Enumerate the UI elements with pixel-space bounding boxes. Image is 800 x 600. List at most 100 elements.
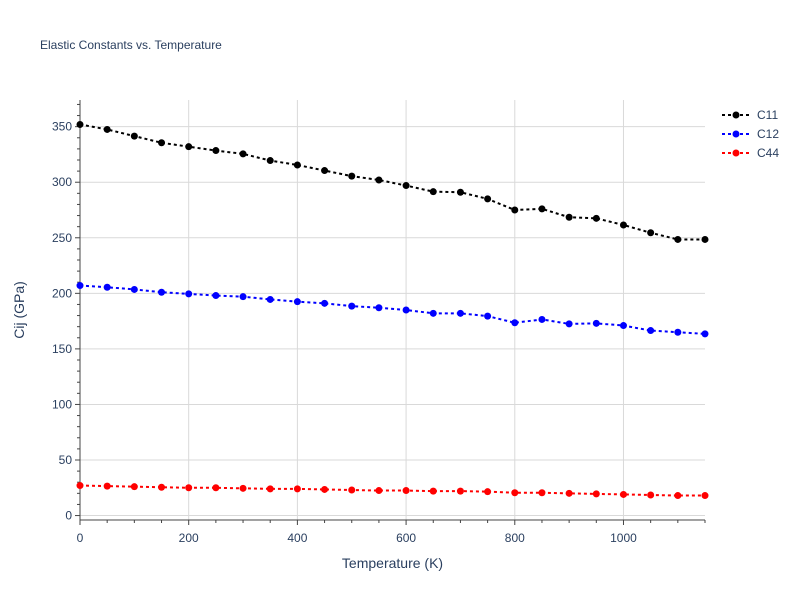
data-point xyxy=(130,483,138,491)
y-tick-label: 200 xyxy=(52,286,72,300)
data-point xyxy=(130,285,138,293)
data-point xyxy=(619,221,627,229)
data-point xyxy=(701,330,709,338)
data-point xyxy=(293,161,301,169)
chart-title: Elastic Constants vs. Temperature xyxy=(40,38,222,52)
data-point xyxy=(158,483,166,491)
data-point xyxy=(76,282,84,290)
data-point xyxy=(348,486,356,494)
data-point xyxy=(647,491,655,499)
data-point xyxy=(212,484,220,492)
data-point xyxy=(293,485,301,493)
data-point xyxy=(674,328,682,336)
x-tick-label: 1000 xyxy=(610,531,637,545)
data-point xyxy=(484,312,492,320)
data-point xyxy=(266,157,274,165)
x-tick-label: 0 xyxy=(77,531,84,545)
data-point xyxy=(592,490,600,498)
y-tick-label: 300 xyxy=(52,175,72,189)
legend-item-C44[interactable]: C44 xyxy=(722,146,779,160)
legend-label: C12 xyxy=(757,127,779,141)
y-tick-label: 0 xyxy=(65,509,72,523)
y-axis-title: Cij (GPa) xyxy=(11,281,27,339)
data-point xyxy=(565,320,573,328)
x-axis-title: Temperature (K) xyxy=(342,555,443,571)
data-point xyxy=(456,309,464,317)
data-point xyxy=(348,302,356,310)
data-point xyxy=(456,487,464,495)
series-C12 xyxy=(76,282,709,338)
data-point xyxy=(321,485,329,493)
data-point xyxy=(185,143,193,151)
data-point xyxy=(348,172,356,180)
data-point xyxy=(511,489,519,497)
data-point xyxy=(239,150,247,158)
legend-label: C11 xyxy=(757,108,778,122)
data-point xyxy=(76,482,84,490)
data-point xyxy=(674,492,682,500)
data-point xyxy=(538,205,546,213)
data-point xyxy=(538,315,546,323)
data-point xyxy=(103,125,111,133)
data-point xyxy=(402,487,410,495)
data-point xyxy=(266,295,274,303)
data-point xyxy=(538,489,546,497)
data-point xyxy=(239,293,247,301)
data-point xyxy=(592,214,600,222)
data-point xyxy=(619,322,627,330)
data-point xyxy=(321,299,329,307)
legend-marker xyxy=(732,149,740,157)
legend-item-C11[interactable]: C11 xyxy=(722,108,778,122)
data-point xyxy=(158,288,166,296)
data-point xyxy=(647,229,655,237)
data-point xyxy=(619,490,627,498)
y-tick-label: 350 xyxy=(52,120,72,134)
series-line xyxy=(79,484,705,497)
data-point xyxy=(185,484,193,492)
data-point xyxy=(375,304,383,312)
axes: 0 50 100 150 200 250 300 350 0 200 400 600 800 1000 xyxy=(52,100,706,545)
data-point xyxy=(701,492,709,500)
data-point xyxy=(484,195,492,203)
data-point xyxy=(511,319,519,327)
data-point xyxy=(293,298,301,306)
x-tick-label: 200 xyxy=(179,531,199,545)
data-point xyxy=(76,120,84,128)
x-tick-label: 400 xyxy=(287,531,307,545)
data-point xyxy=(266,485,274,493)
data-point xyxy=(565,489,573,497)
data-point xyxy=(130,132,138,140)
data-point xyxy=(402,182,410,190)
y-tick-label: 100 xyxy=(52,397,72,411)
x-tick-label: 600 xyxy=(396,531,416,545)
y-tick-label: 50 xyxy=(59,453,73,467)
series-C11 xyxy=(76,120,709,243)
data-point xyxy=(701,235,709,243)
series-C44 xyxy=(76,482,709,500)
series-layer xyxy=(76,120,709,500)
data-point xyxy=(484,488,492,496)
legend-item-C12[interactable]: C12 xyxy=(722,127,779,141)
series-line xyxy=(79,123,705,241)
data-point xyxy=(647,327,655,335)
data-point xyxy=(158,139,166,147)
data-point xyxy=(674,235,682,243)
y-tick-label: 150 xyxy=(52,342,72,356)
x-tick-label: 800 xyxy=(505,531,525,545)
data-point xyxy=(429,487,437,495)
data-point xyxy=(239,484,247,492)
data-point xyxy=(592,319,600,327)
data-point xyxy=(212,147,220,155)
legend-marker xyxy=(732,111,740,119)
legend-marker xyxy=(732,130,740,138)
data-point xyxy=(429,309,437,317)
data-point xyxy=(185,290,193,298)
data-point xyxy=(429,188,437,196)
grid xyxy=(80,100,705,520)
data-point xyxy=(375,487,383,495)
data-point xyxy=(375,176,383,184)
data-point xyxy=(103,283,111,291)
legend[interactable]: C11 C12 C44 xyxy=(722,108,779,160)
legend-label: C44 xyxy=(757,146,779,160)
data-point xyxy=(103,482,111,490)
